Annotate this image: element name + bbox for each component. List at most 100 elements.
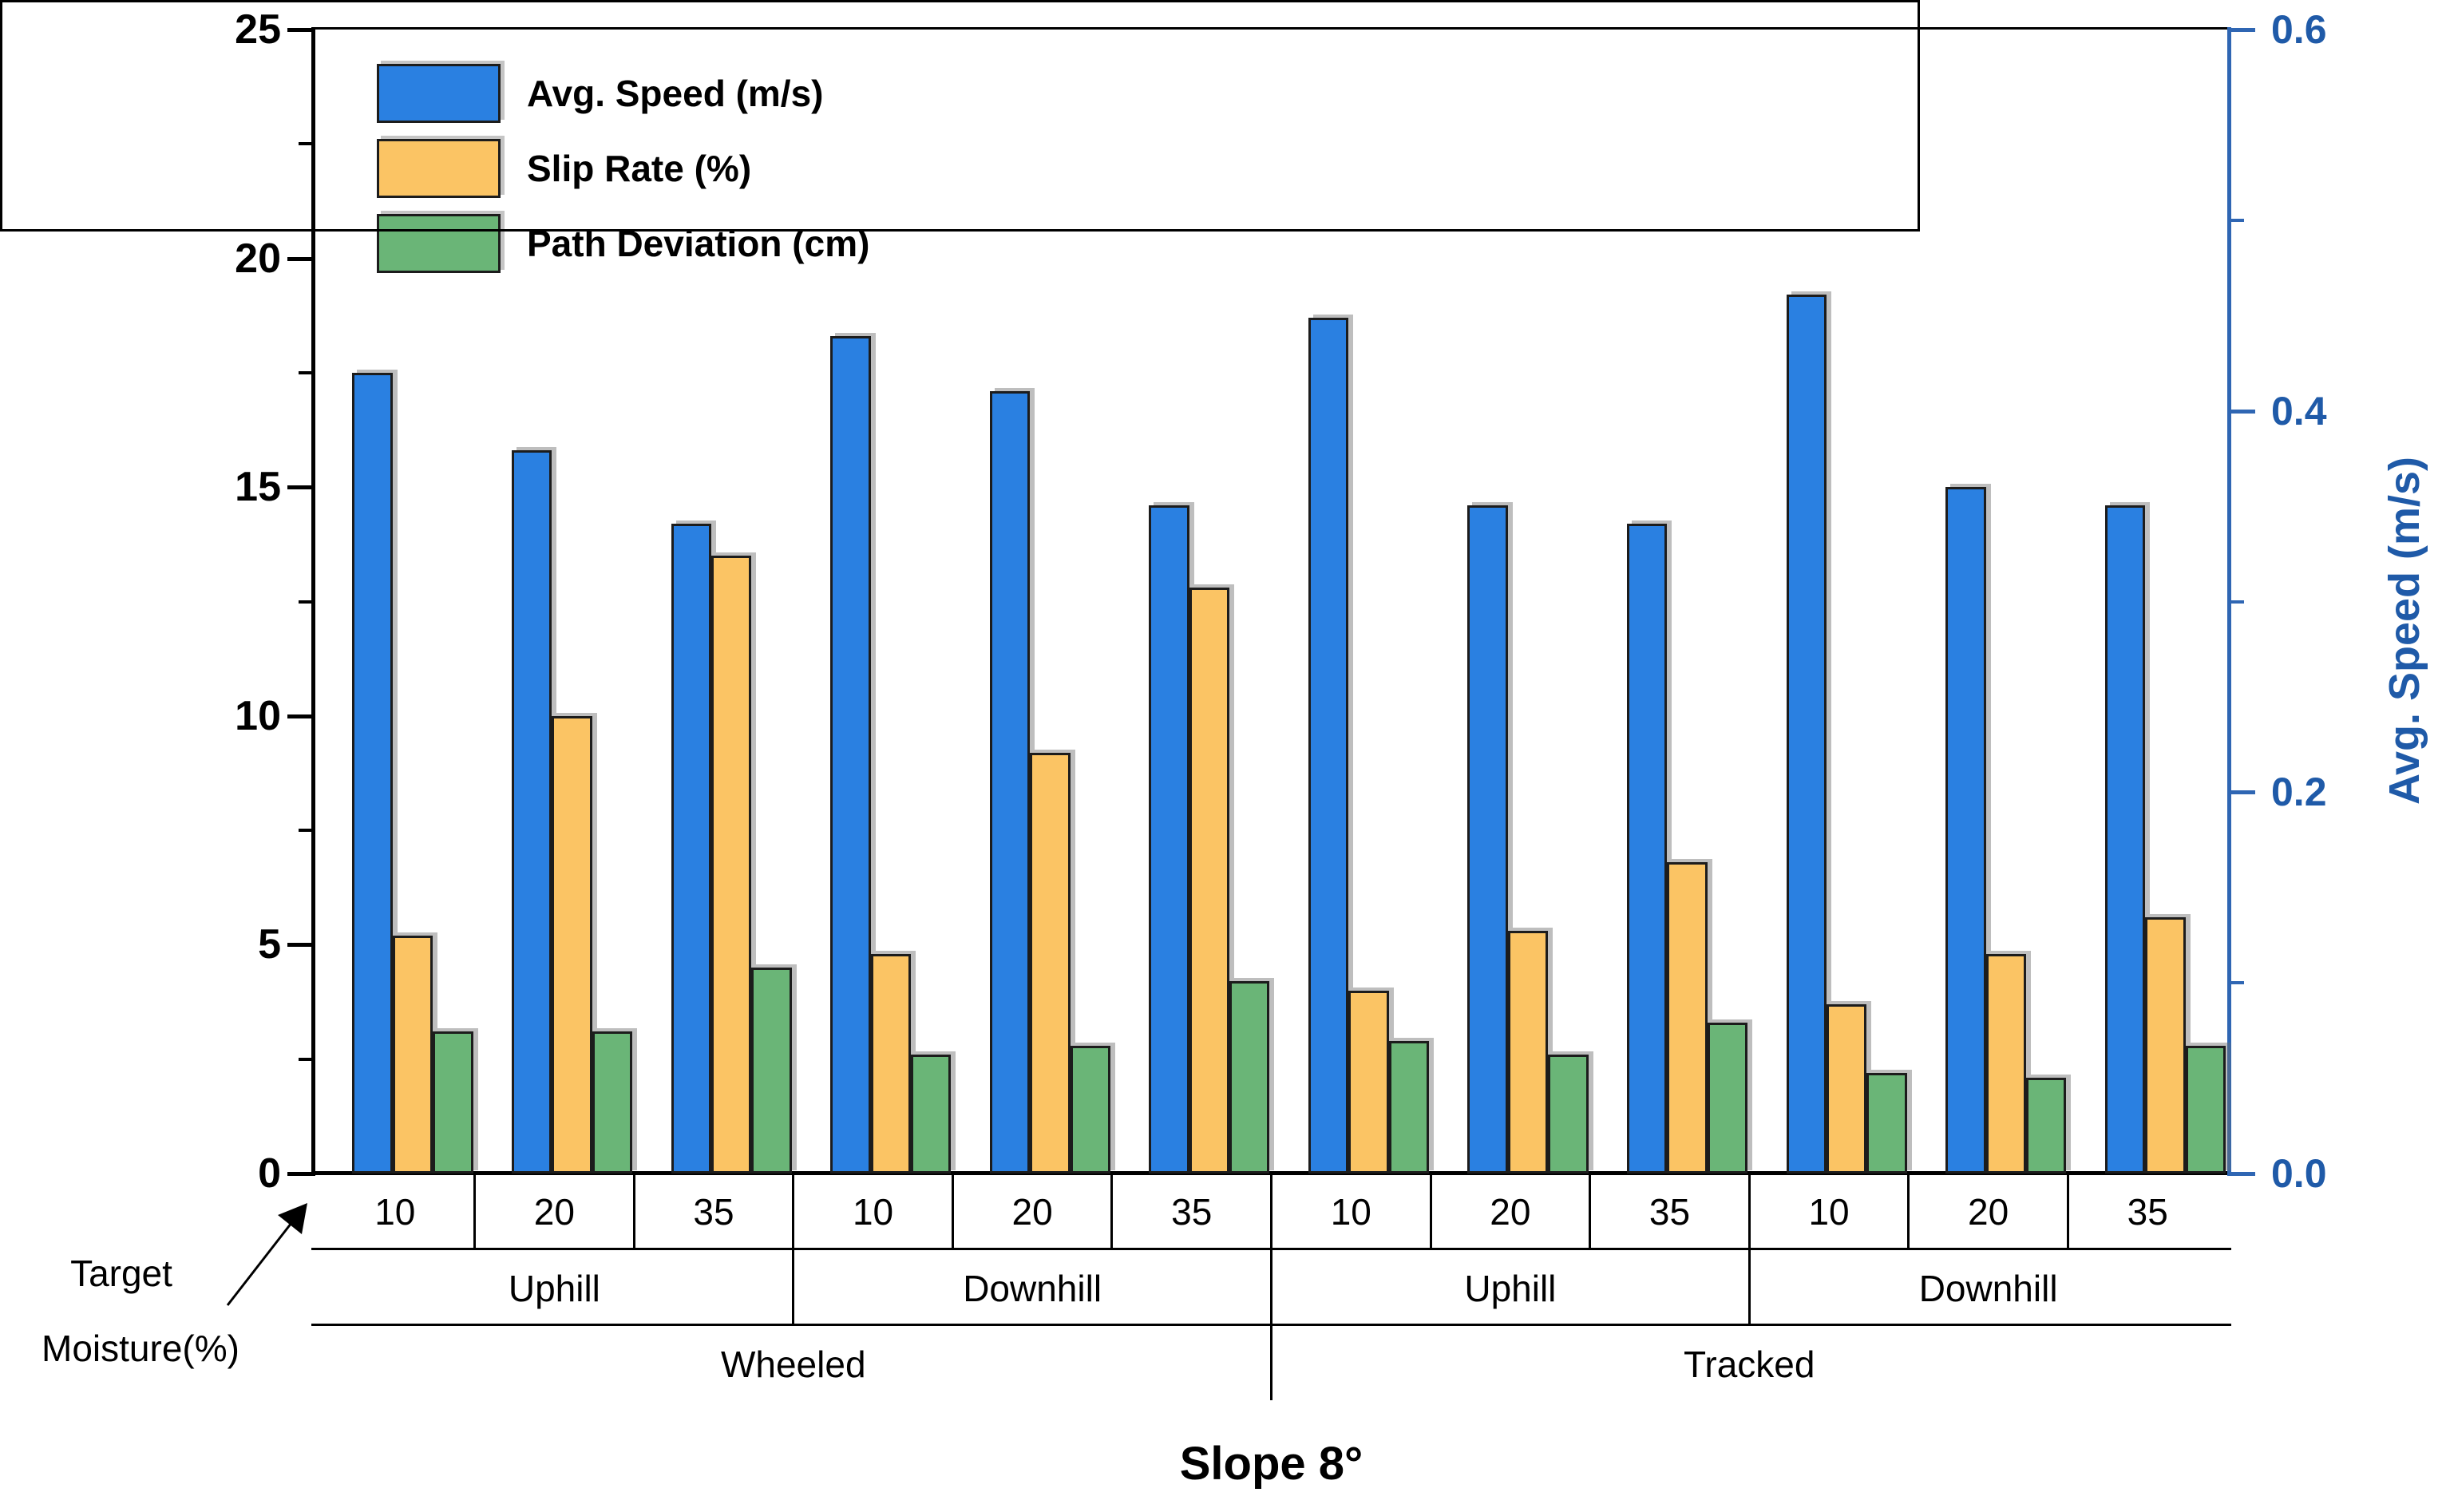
- x-table-vline: [1589, 1174, 1592, 1248]
- avg-speed-bar: [1308, 318, 1349, 1174]
- path-deviation-bar: [1229, 981, 1270, 1174]
- x-table-vline: [1747, 1174, 1751, 1248]
- slip-rate-bar: [1030, 752, 1071, 1174]
- vehicle-cell-label: Tracked: [1684, 1344, 1815, 1385]
- moisture-cell-label: 35: [2127, 1191, 2168, 1233]
- left-tick-label: 0: [258, 1150, 281, 1197]
- x-table-vline: [1270, 1250, 1272, 1324]
- x-table-vline: [2066, 1174, 2069, 1248]
- right-minor-tick: [2231, 981, 2244, 985]
- avg-speed-bar: [1149, 505, 1189, 1174]
- right-tick-label: 0.4: [2271, 388, 2327, 433]
- left-minor-tick: [299, 370, 311, 374]
- avg-speed-bar: [2104, 505, 2146, 1174]
- slip-rate-bar: [1827, 1003, 1867, 1174]
- left-axis-spine: [311, 27, 315, 1176]
- annotation-arrow-icon: [226, 1203, 307, 1306]
- slip-rate-bar: [710, 556, 752, 1174]
- left-minor-tick: [299, 1057, 311, 1061]
- avg-speed-bar: [671, 524, 711, 1174]
- x-table-vline: [1907, 1174, 1910, 1248]
- avg-speed-bar: [1786, 295, 1827, 1174]
- path-deviation-bar: [433, 1031, 473, 1174]
- slip-rate-bar: [1667, 862, 1708, 1174]
- moisture-cell-label: 20: [533, 1191, 575, 1233]
- path-deviation-bar: [2185, 1045, 2226, 1174]
- path-deviation-bar: [2026, 1077, 2067, 1174]
- slip-rate-bar: [2145, 917, 2186, 1174]
- avg-speed-bar: [830, 336, 871, 1174]
- annotation-target-line: Target: [70, 1253, 172, 1294]
- legend-swatch-avg-speed: [377, 64, 501, 123]
- slip-rate-bar: [1189, 588, 1230, 1174]
- right-major-tick: [2231, 28, 2255, 32]
- vehicle-cell-label: Wheeled: [720, 1344, 866, 1385]
- avg-speed-bar: [352, 372, 393, 1174]
- x-table-vline: [1747, 1250, 1751, 1324]
- moisture-cell-label: 35: [1648, 1191, 1691, 1233]
- path-deviation-bar: [592, 1031, 633, 1174]
- path-deviation-bar: [751, 968, 792, 1174]
- left-major-tick: [287, 1172, 311, 1176]
- left-tick-label: 25: [235, 6, 281, 53]
- x-table-vline: [1270, 1174, 1272, 1248]
- legend-label: Avg. Speed (m/s): [527, 73, 824, 114]
- left-tick-label: 15: [235, 464, 281, 511]
- left-major-tick: [287, 943, 311, 948]
- legend-item: Slip Rate (%): [377, 139, 936, 198]
- x-axis-label-table: 10 20 35 10 20 35 10 20 35 10 20 35 Uphill Downhill Up…: [0, 0, 2231, 1400]
- avg-speed-bar: [1627, 524, 1668, 1174]
- right-tick-label: 0.2: [2271, 770, 2327, 815]
- x-table-vline: [632, 1174, 635, 1248]
- slip-rate-bar: [1348, 990, 1389, 1174]
- x-table-vline: [1110, 1174, 1114, 1248]
- moisture-cell-label: 20: [1490, 1191, 1531, 1233]
- right-tick-label: 0.6: [2271, 7, 2327, 52]
- direction-cell-label: Uphill: [1464, 1267, 1557, 1309]
- annotation-moisture-line: Moisture(%): [42, 1328, 239, 1369]
- moisture-cell-label: 35: [1171, 1191, 1213, 1233]
- x-table-vline: [1270, 1326, 1272, 1400]
- x-table-vline: [1429, 1174, 1432, 1248]
- right-major-tick: [2231, 790, 2255, 795]
- left-minor-tick: [299, 142, 311, 146]
- path-deviation-bar: [910, 1054, 952, 1174]
- x-table-hline: [311, 1324, 2231, 1326]
- legend-item: Avg. Speed (m/s): [377, 64, 936, 123]
- x-table-hline: [311, 1248, 2231, 1250]
- moisture-cell-label: 35: [693, 1191, 734, 1233]
- avg-speed-bar: [511, 450, 552, 1174]
- x-table-frame: [0, 0, 1920, 232]
- legend-label: Slip Rate (%): [527, 148, 752, 189]
- legend-swatch-path-deviation: [377, 214, 501, 273]
- left-tick-label: 20: [235, 235, 281, 282]
- path-deviation-bar: [1866, 1072, 1907, 1174]
- direction-cell-label: Downhill: [963, 1267, 1102, 1309]
- right-tick-label: 0.0: [2271, 1151, 2327, 1196]
- plot-top-border: [313, 27, 2230, 30]
- slip-rate-bar: [1507, 931, 1549, 1174]
- right-minor-tick: [2231, 218, 2244, 222]
- direction-cell-label: Downhill: [1918, 1267, 2058, 1309]
- right-axis-title: Avg. Speed (m/s): [2381, 456, 2428, 805]
- moisture-cell-label: 20: [1011, 1191, 1053, 1233]
- avg-speed-bar: [989, 390, 1031, 1174]
- avg-speed-bar: [1945, 487, 1986, 1174]
- right-axis-spine: [2227, 27, 2231, 1176]
- left-tick-label: 5: [258, 921, 281, 968]
- moisture-cell-label: 20: [1968, 1191, 2009, 1233]
- right-major-tick: [2231, 1172, 2255, 1176]
- right-minor-tick: [2231, 600, 2244, 604]
- chart-title: Slope 8°: [1179, 1438, 1364, 1490]
- legend-swatch-slip-rate: [377, 139, 501, 198]
- moisture-cell-label: 10: [852, 1191, 894, 1233]
- left-major-tick: [287, 714, 311, 718]
- left-major-tick: [287, 256, 311, 261]
- slip-rate-bar: [870, 953, 911, 1174]
- path-deviation-bar: [1548, 1054, 1589, 1174]
- x-table-vline: [951, 1174, 954, 1248]
- x-table-vline: [473, 1174, 477, 1248]
- path-deviation-bar: [1388, 1040, 1430, 1174]
- slip-rate-bar: [392, 935, 433, 1174]
